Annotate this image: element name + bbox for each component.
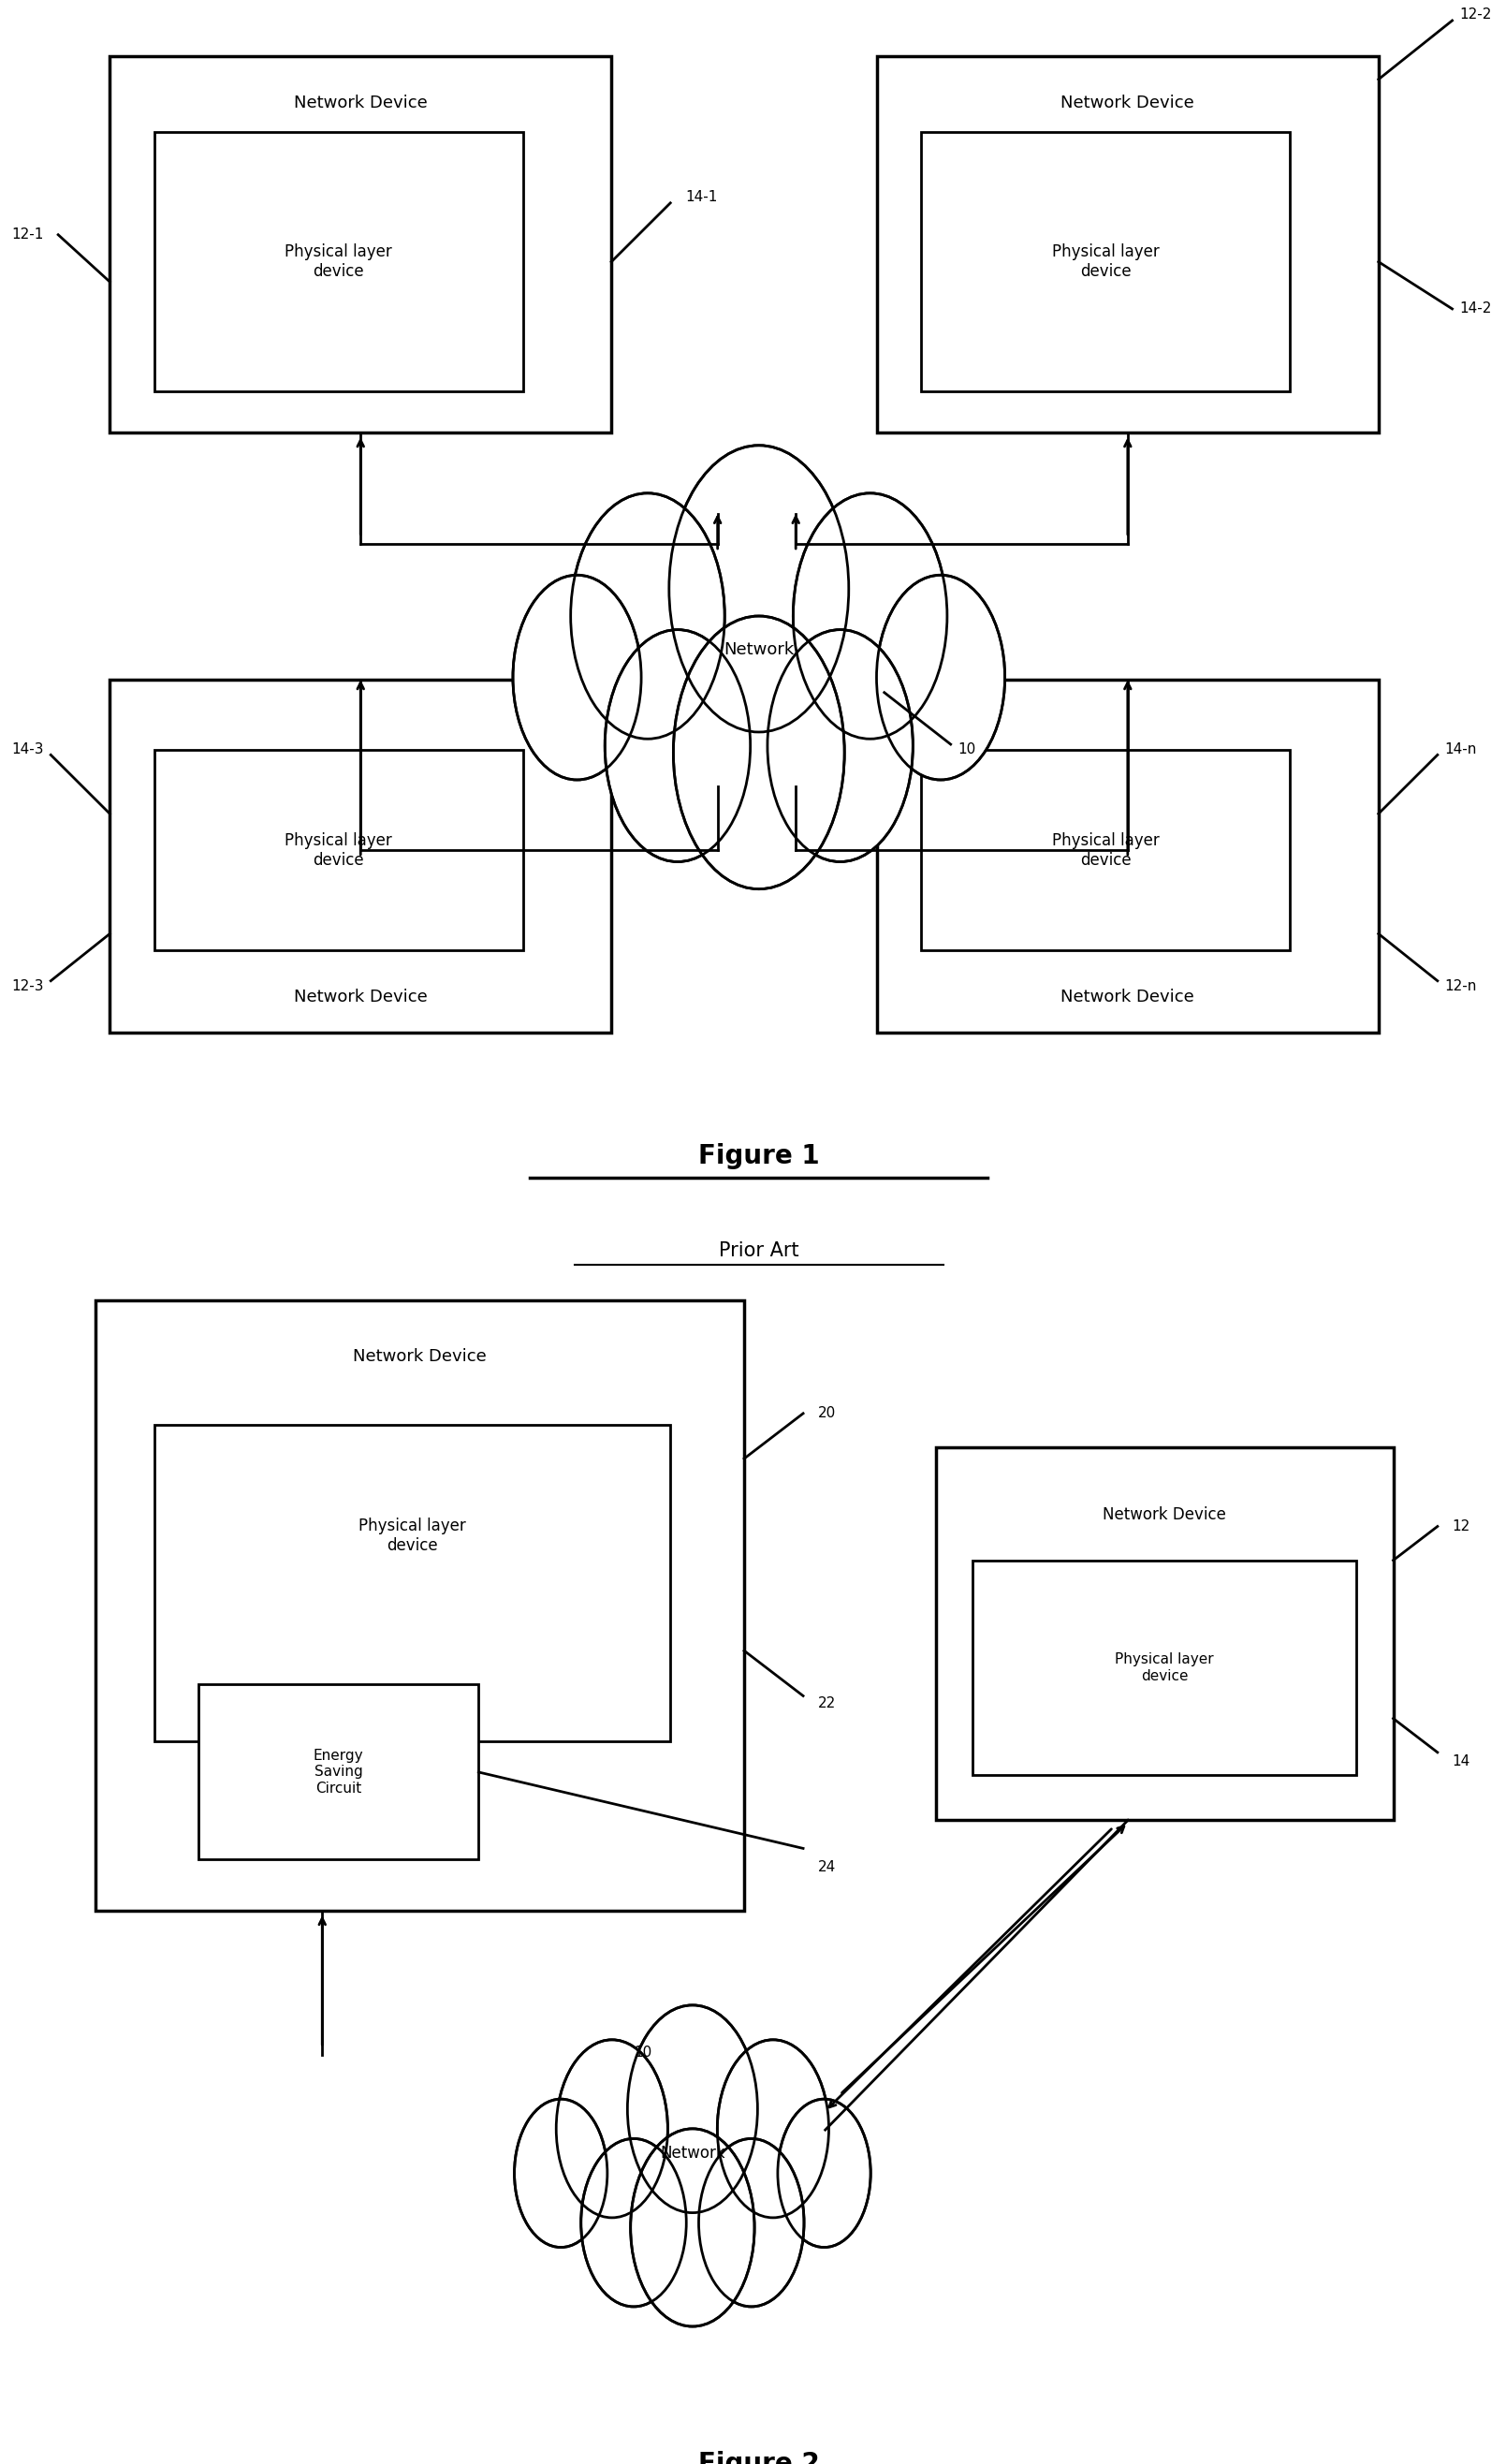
FancyBboxPatch shape (876, 680, 1378, 1032)
FancyBboxPatch shape (973, 1560, 1357, 1774)
Text: 10: 10 (634, 2045, 652, 2060)
Text: Figure 2: Figure 2 (699, 2452, 819, 2464)
Text: 14: 14 (1452, 1754, 1470, 1769)
Text: Network: Network (660, 2146, 724, 2161)
Text: Network Device: Network Device (1102, 1506, 1226, 1523)
Circle shape (768, 631, 913, 862)
Text: 12: 12 (1452, 1520, 1470, 1533)
Circle shape (556, 2040, 667, 2218)
Text: 12-1: 12-1 (11, 227, 44, 241)
FancyBboxPatch shape (154, 1424, 670, 1742)
Text: Physical layer
device: Physical layer device (1051, 833, 1160, 867)
Text: Network Device: Network Device (352, 1348, 486, 1365)
FancyBboxPatch shape (154, 749, 523, 951)
Text: Physical layer
device: Physical layer device (1051, 244, 1160, 281)
FancyBboxPatch shape (922, 133, 1291, 392)
Text: 12-2: 12-2 (1459, 7, 1492, 22)
Text: 14-2: 14-2 (1459, 303, 1492, 315)
Text: Energy
Saving
Circuit: Energy Saving Circuit (313, 1749, 363, 1796)
FancyBboxPatch shape (154, 133, 523, 392)
Circle shape (631, 2129, 755, 2326)
Text: 20: 20 (818, 1407, 836, 1419)
Text: Physical layer
device: Physical layer device (285, 244, 392, 281)
Text: 22: 22 (818, 1695, 836, 1710)
Text: Network: Network (724, 641, 794, 658)
Text: Network Device: Network Device (1060, 988, 1194, 1005)
Circle shape (669, 446, 849, 732)
Circle shape (699, 2139, 804, 2306)
Text: 24: 24 (818, 1860, 836, 1875)
Circle shape (571, 493, 724, 739)
FancyBboxPatch shape (95, 1301, 744, 1910)
Text: Physical layer
device: Physical layer device (285, 833, 392, 867)
FancyBboxPatch shape (935, 1446, 1393, 1821)
Circle shape (581, 2139, 687, 2306)
Text: 14-3: 14-3 (11, 742, 44, 756)
FancyBboxPatch shape (110, 57, 611, 434)
Text: Physical layer
device: Physical layer device (1114, 1653, 1214, 1683)
Text: Network Device: Network Device (294, 94, 428, 111)
Circle shape (717, 2040, 828, 2218)
FancyBboxPatch shape (922, 749, 1291, 951)
Circle shape (628, 2006, 758, 2213)
Text: Prior Art: Prior Art (718, 1242, 800, 1259)
Text: 12-3: 12-3 (11, 981, 44, 993)
Circle shape (777, 2099, 870, 2247)
Circle shape (605, 631, 750, 862)
Circle shape (673, 616, 845, 890)
Text: 14-1: 14-1 (685, 190, 717, 205)
Text: Physical layer
device: Physical layer device (358, 1518, 465, 1555)
Circle shape (515, 2099, 607, 2247)
Text: 14-n: 14-n (1444, 742, 1477, 756)
Circle shape (794, 493, 947, 739)
Text: 10: 10 (958, 742, 976, 756)
Circle shape (876, 574, 1005, 779)
Text: Network Device: Network Device (1060, 94, 1194, 111)
Circle shape (514, 574, 642, 779)
FancyBboxPatch shape (110, 680, 611, 1032)
FancyBboxPatch shape (199, 1685, 479, 1860)
Text: Figure 1: Figure 1 (699, 1143, 819, 1170)
FancyBboxPatch shape (876, 57, 1378, 434)
Text: Network Device: Network Device (294, 988, 428, 1005)
Text: 12-n: 12-n (1444, 981, 1477, 993)
